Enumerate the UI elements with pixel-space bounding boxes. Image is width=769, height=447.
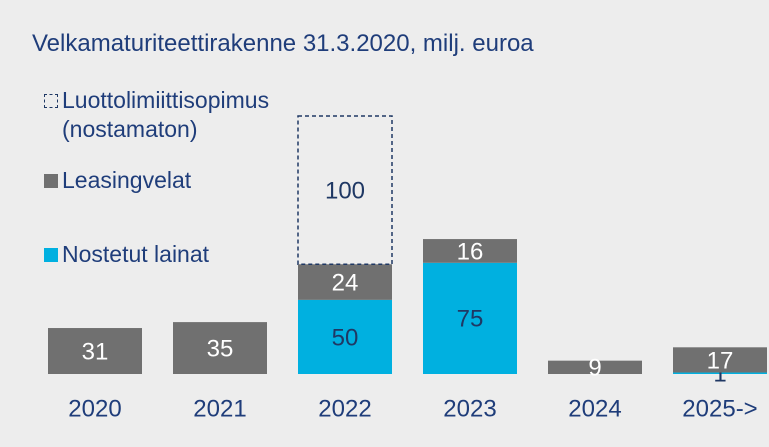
bar-segment bbox=[298, 264, 392, 300]
value-label: 35 bbox=[207, 335, 234, 362]
x-tick-label: 2021 bbox=[193, 395, 246, 422]
bar-segment bbox=[423, 239, 517, 263]
bar-segment bbox=[297, 115, 393, 266]
value-label: 75 bbox=[457, 306, 484, 333]
legend-label: Nostetut lainat bbox=[62, 241, 210, 267]
legend-item: Leasingvelat bbox=[44, 166, 191, 195]
x-tick-label: 2025-> bbox=[682, 395, 757, 422]
value-label: 50 bbox=[332, 324, 359, 351]
legend-swatch bbox=[44, 94, 58, 108]
bar-segment bbox=[673, 372, 767, 374]
bar-segment bbox=[48, 328, 142, 374]
legend-item: Luottolimiittisopimus (nostamaton) bbox=[44, 86, 312, 144]
bar-segment bbox=[298, 299, 392, 374]
legend-item: Nostetut lainat bbox=[44, 240, 209, 269]
value-label: 17 bbox=[707, 347, 734, 374]
legend-swatch bbox=[44, 248, 58, 262]
bar-segment bbox=[673, 347, 767, 373]
value-label: 100 bbox=[325, 177, 365, 204]
value-label: 9 bbox=[588, 355, 601, 382]
value-label: 24 bbox=[332, 269, 359, 296]
bar-segment bbox=[173, 322, 267, 374]
value-label: 16 bbox=[457, 238, 484, 265]
bar-segment bbox=[423, 262, 517, 374]
legend-label: Leasingvelat bbox=[62, 167, 192, 193]
bar-segment bbox=[548, 360, 642, 374]
value-label: 31 bbox=[82, 338, 109, 365]
legend-label: Luottolimiittisopimus (nostamaton) bbox=[62, 87, 270, 142]
chart-title: Velkamaturiteettirakenne 31.3.2020, milj… bbox=[32, 30, 534, 57]
x-tick-label: 2022 bbox=[318, 395, 371, 422]
x-tick-label: 2024 bbox=[568, 395, 621, 422]
x-tick-label: 2023 bbox=[443, 395, 496, 422]
legend-swatch bbox=[44, 174, 58, 188]
x-tick-label: 2020 bbox=[68, 395, 121, 422]
